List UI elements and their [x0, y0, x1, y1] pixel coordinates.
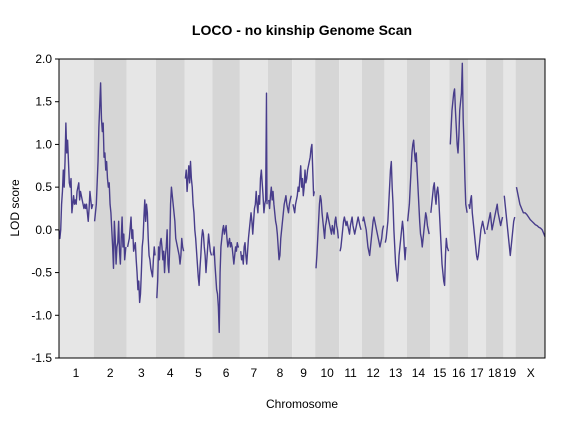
chromosome-band-17 [467, 59, 487, 358]
y-tick-label: -1.0 [31, 308, 52, 322]
lod-profile-chr-18 [486, 203, 504, 231]
lod-profile-chr-10 [315, 194, 340, 269]
chromosome-band-19 [503, 59, 516, 358]
plot-frame [58, 58, 546, 359]
chromosome-band-5 [184, 59, 213, 358]
chromosome-band-X [515, 59, 545, 358]
x-tick-label-7: 7 [251, 366, 258, 380]
lod-profile [58, 62, 546, 334]
y-tick-label: 2.0 [35, 52, 52, 66]
lod-profile-chr-19 [503, 195, 516, 257]
x-tick-label-13: 13 [389, 366, 403, 380]
lod-profile-chr-11 [339, 216, 362, 252]
y-tick-label: 0.5 [35, 180, 52, 194]
chromosome-band-1 [59, 59, 94, 358]
x-tick-label-14: 14 [412, 366, 426, 380]
chromosome-band-11 [339, 59, 362, 358]
x-tick-label-8: 8 [277, 366, 284, 380]
lod-profile-chr-9 [292, 143, 315, 214]
y-tick-label: 0.0 [35, 223, 52, 237]
y-tick-label: -1.5 [31, 351, 52, 365]
lod-profile-chr-5 [184, 160, 213, 287]
y-axis: -1.5 -1.0 -0.5 0.0 0.5 1.0 1.5 2.0 [31, 52, 59, 365]
lod-profile-chr-14 [406, 139, 430, 248]
x-tick-label-4: 4 [167, 366, 174, 380]
lod-profile-chr-15 [430, 182, 450, 287]
x-axis: 1 2 3 4 5 6 7 8 9 10 11 12 13 14 15 16 17 18 19 X [73, 366, 535, 380]
x-tick-label-12: 12 [366, 366, 380, 380]
lod-profile-chr-6 [212, 224, 239, 334]
x-tick-label-6: 6 [223, 366, 230, 380]
x-tick-label-9: 9 [300, 366, 307, 380]
lod-profile-chr-2 [93, 82, 127, 269]
x-tick-label-15: 15 [433, 366, 447, 380]
lod-profile-chr-12 [362, 216, 385, 257]
y-tick-label: 1.0 [35, 137, 52, 151]
x-tick-label-18: 18 [488, 366, 502, 380]
lod-profile-chr-16 [449, 62, 468, 213]
chromosome-band-18 [486, 59, 504, 358]
x-tick-label-16: 16 [452, 366, 466, 380]
x-tick-label-1: 1 [73, 366, 80, 380]
y-tick-label: 1.5 [35, 95, 52, 109]
x-tick-label-17: 17 [470, 366, 484, 380]
chromosome-band-6 [212, 59, 240, 358]
x-tick-label-10: 10 [321, 366, 335, 380]
x-tick-label-3: 3 [138, 366, 145, 380]
chart-title: LOCO - no kinship Genome Scan [192, 22, 412, 38]
chromosome-band-9 [292, 59, 316, 358]
lod-profile-chr-1 [58, 122, 94, 240]
lod-profile-chr-X [515, 187, 546, 237]
x-tick-label-5: 5 [195, 366, 202, 380]
chromosome-band-13 [384, 59, 407, 358]
y-tick-label: -0.5 [31, 266, 52, 280]
lod-profile-chr-13 [384, 160, 407, 282]
x-tick-label-19: 19 [503, 366, 517, 380]
lod-profile-chr-4 [156, 186, 185, 299]
y-axis-label: LOD score [8, 179, 22, 237]
lod-profile-chr-8 [268, 186, 292, 261]
chromosome-band-12 [361, 59, 385, 358]
lod-profile-chr-3 [126, 199, 156, 304]
x-tick-label-2: 2 [107, 366, 114, 380]
chromosome-band-3 [126, 59, 156, 358]
lod-profile-chr-7 [240, 92, 268, 265]
x-axis-label: Chromosome [266, 397, 338, 411]
x-tick-label-11: 11 [344, 366, 357, 380]
x-tick-label-X: X [527, 366, 535, 380]
lod-profile-chr-17 [468, 194, 486, 261]
